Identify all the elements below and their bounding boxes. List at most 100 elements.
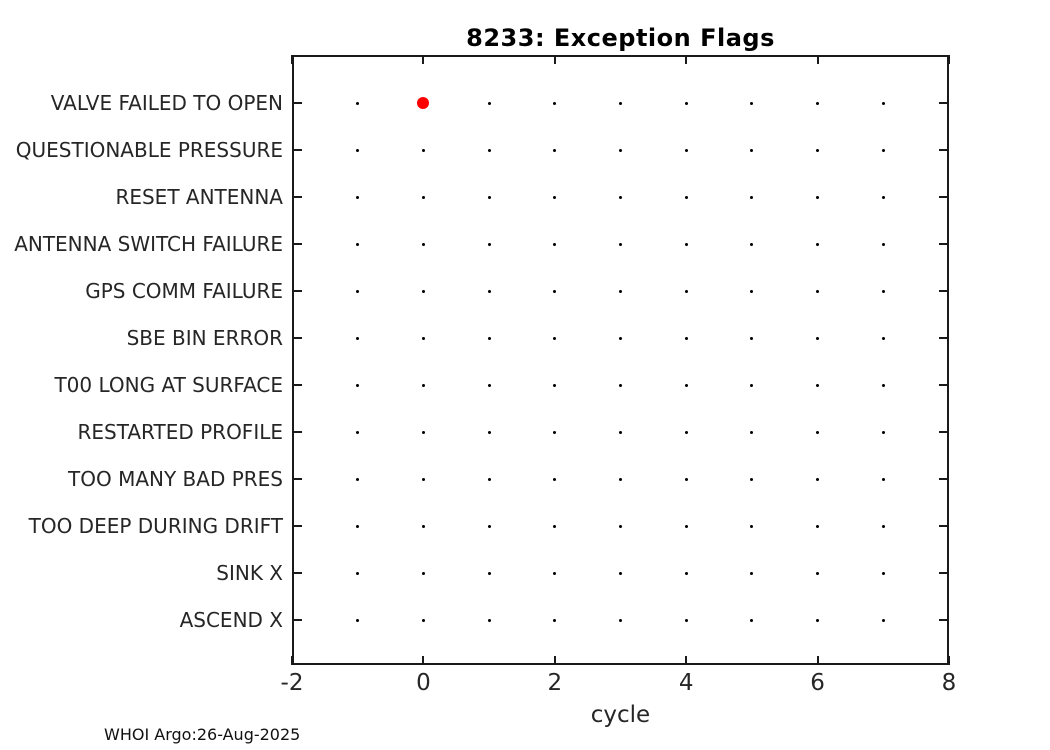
- y-axis-label: TOO MANY BAD PRES: [68, 467, 283, 491]
- grid-dot: [619, 289, 622, 293]
- y-tick: [939, 431, 949, 433]
- grid-dot: [881, 148, 885, 152]
- y-tick: [939, 243, 949, 245]
- y-axis-label: ASCEND X: [179, 608, 283, 632]
- grid-dot: [421, 477, 425, 481]
- grid-dot: [487, 383, 491, 387]
- grid-dot: [487, 242, 491, 246]
- grid-dot: [750, 618, 754, 622]
- grid-dot: [619, 571, 622, 575]
- y-tick: [939, 102, 949, 104]
- grid-dot: [881, 336, 885, 340]
- grid-dot: [487, 571, 491, 575]
- grid-dot: [553, 571, 557, 575]
- x-tick-label: 8: [941, 670, 957, 696]
- y-axis-label: SBE BIN ERROR: [126, 326, 283, 350]
- grid-dot: [619, 195, 622, 199]
- x-tick: [291, 656, 293, 665]
- x-tick-label: 0: [416, 670, 431, 696]
- y-tick: [939, 149, 949, 151]
- grid-dot: [816, 336, 820, 340]
- grid-dot: [684, 571, 688, 575]
- x-tick-label: 2: [547, 670, 563, 696]
- y-tick: [292, 290, 302, 292]
- y-tick: [939, 619, 949, 621]
- grid-dot: [356, 571, 360, 575]
- x-tick: [291, 55, 293, 64]
- grid-dot: [356, 148, 360, 152]
- y-tick: [292, 431, 302, 433]
- x-tick: [422, 55, 425, 64]
- grid-dot: [684, 524, 688, 528]
- grid-dot: [816, 148, 820, 152]
- grid-dot: [881, 477, 885, 481]
- grid-dot: [553, 524, 557, 528]
- grid-dot: [684, 289, 688, 293]
- grid-dot: [619, 383, 622, 387]
- grid-dot: [750, 430, 754, 434]
- x-tick: [816, 656, 819, 665]
- grid-dot: [553, 195, 557, 199]
- x-tick-label: -2: [280, 670, 304, 696]
- y-axis-label: GPS COMM FAILURE: [85, 279, 283, 303]
- grid-dot: [816, 289, 820, 293]
- y-axis-label: RESTARTED PROFILE: [77, 420, 283, 444]
- grid-dot: [881, 430, 885, 434]
- grid-dot: [421, 383, 425, 387]
- y-axis-label: T00 LONG AT SURFACE: [54, 373, 283, 397]
- x-tick-label: 6: [810, 670, 825, 696]
- x-tick: [422, 656, 425, 665]
- grid-dot: [619, 618, 622, 622]
- x-tick: [948, 656, 950, 665]
- grid-dot: [619, 148, 622, 152]
- y-axis-label: SINK X: [216, 561, 283, 585]
- grid-dot: [684, 148, 688, 152]
- grid-dot: [487, 336, 491, 340]
- grid-dot: [816, 524, 820, 528]
- x-tick-label: 4: [678, 670, 694, 696]
- y-axis-label: QUESTIONABLE PRESSURE: [15, 138, 283, 162]
- y-tick: [292, 384, 302, 386]
- grid-dot: [750, 148, 754, 152]
- grid-dot: [816, 618, 820, 622]
- grid-dot: [421, 571, 425, 575]
- grid-dot: [421, 148, 425, 152]
- grid-dot: [750, 101, 754, 105]
- grid-dot: [553, 336, 557, 340]
- grid-dot: [356, 618, 360, 622]
- grid-dot: [553, 477, 557, 481]
- grid-dot: [881, 242, 885, 246]
- y-tick: [292, 619, 302, 621]
- y-axis-label: RESET ANTENNA: [115, 185, 283, 209]
- grid-dot: [619, 430, 622, 434]
- x-tick: [948, 55, 950, 64]
- y-tick: [939, 572, 949, 574]
- grid-dot: [684, 477, 688, 481]
- grid-dot: [684, 101, 688, 105]
- y-tick: [292, 102, 302, 104]
- grid-dot: [750, 571, 754, 575]
- grid-dot: [356, 336, 360, 340]
- grid-dot: [881, 289, 885, 293]
- grid-dot: [684, 336, 688, 340]
- y-tick: [292, 572, 302, 574]
- grid-dot: [684, 618, 688, 622]
- grid-dot: [356, 524, 360, 528]
- y-tick: [292, 337, 302, 339]
- grid-dot: [553, 289, 557, 293]
- grid-dot: [881, 524, 885, 528]
- grid-dot: [750, 336, 754, 340]
- grid-dot: [421, 618, 425, 622]
- grid-dot: [356, 430, 360, 434]
- y-tick: [292, 243, 302, 245]
- y-tick: [939, 290, 949, 292]
- y-axis-label: ANTENNA SWITCH FAILURE: [14, 232, 283, 256]
- grid-dot: [750, 195, 754, 199]
- y-tick: [292, 149, 302, 151]
- x-tick: [816, 55, 819, 64]
- grid-dot: [487, 618, 491, 622]
- grid-dot: [816, 383, 820, 387]
- grid-dot: [487, 524, 491, 528]
- grid-dot: [553, 383, 557, 387]
